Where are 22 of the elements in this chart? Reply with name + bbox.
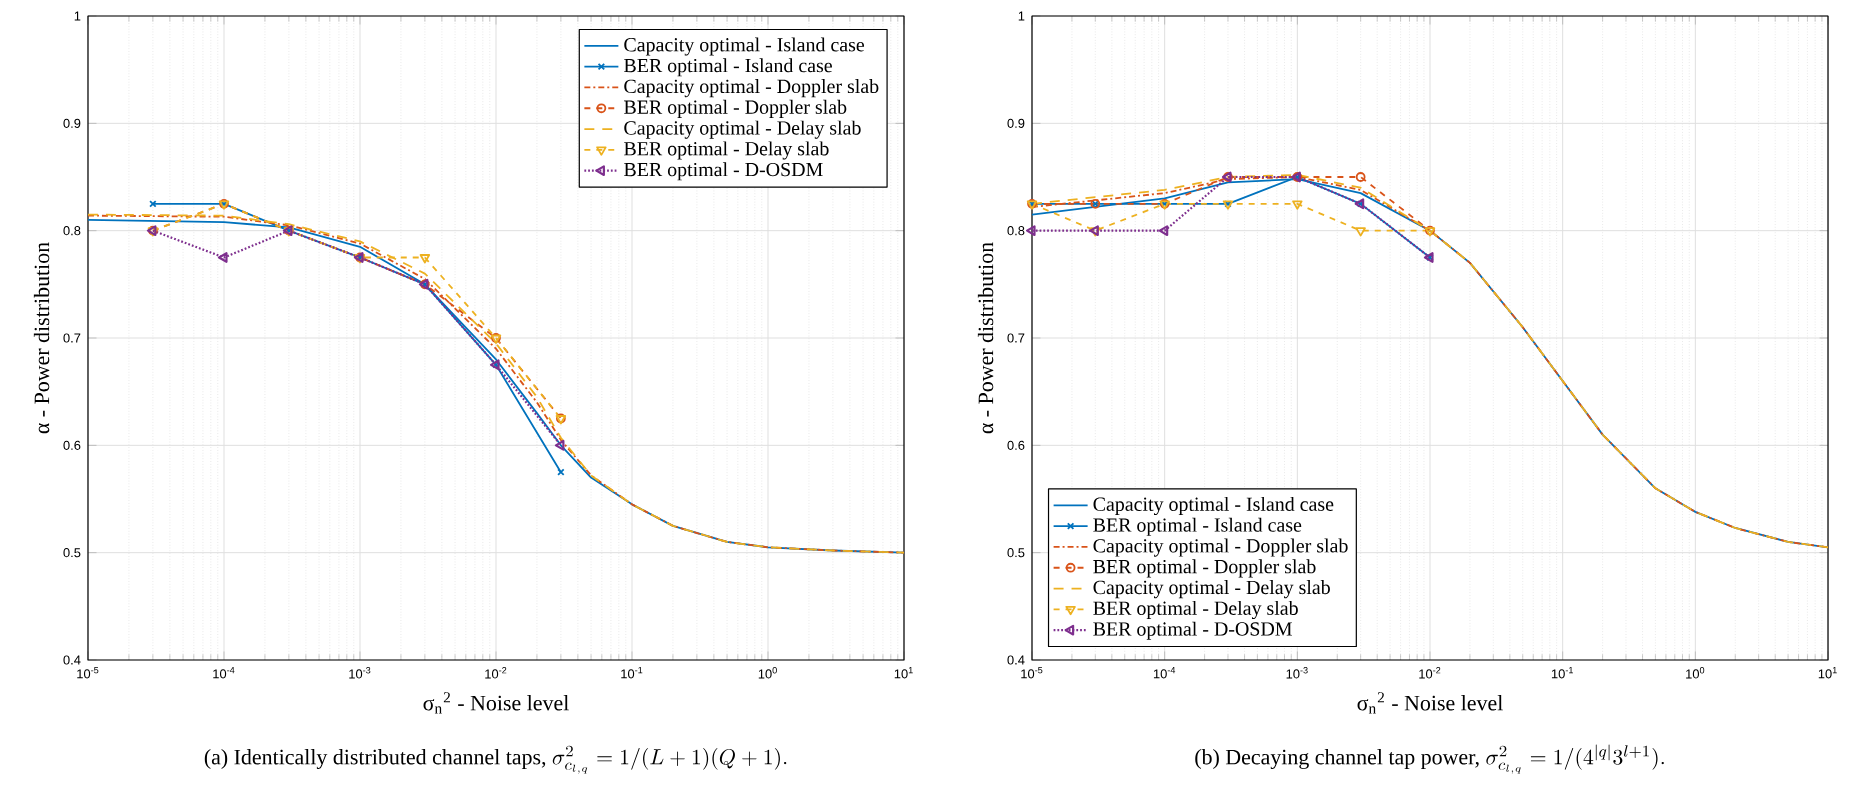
- legend-label: BER optimal - Delay slab: [1093, 600, 1298, 620]
- legend-label: BER optimal - Delay slab: [624, 141, 829, 160]
- text: (b) Decaying channel tap power,: [1195, 749, 1479, 769]
- legend-label: BER optimal - D-OSDM: [624, 162, 823, 181]
- x-axis-title: σ$_{n}$$^{2}$ - Noise level: [1357, 692, 1503, 714]
- y-axis-title: α - Power distribution: [33, 242, 50, 434]
- legend-label: Capacity optimal - Delay slab: [1093, 580, 1330, 599]
- legend-label: BER optimal - Doppler slab: [624, 99, 847, 118]
- legend-label: Capacity optimal - Island case: [624, 37, 865, 56]
- text: (a) Identically distributed channel taps,: [204, 749, 546, 769]
- legend-label: Capacity optimal - Island case: [1093, 496, 1334, 516]
- legend-label: BER optimal - Island case: [1093, 517, 1302, 536]
- legend-label: Capacity optimal - Delay slab: [624, 120, 861, 139]
- legend-label: Capacity optimal - Doppler slab: [1093, 538, 1348, 557]
- legend-label: BER optimal - Doppler slab: [1093, 559, 1316, 578]
- legend-label: Capacity optimal - Doppler slab: [624, 79, 879, 98]
- text: $\sigma^2_{c_{l,q}} = 1/(L+1)(Q+1).$: [552, 745, 787, 774]
- text: $\sigma^2_{c_{l,q}} = 1/(4^{|q|}3^{l+1}).$: [1486, 744, 1664, 774]
- x-axis-title: σ$_{n}$$^{2}$ - Noise level: [423, 692, 569, 714]
- y-axis-title: α - Power distribution: [977, 242, 994, 434]
- legend-label: BER optimal - Island case: [624, 58, 832, 77]
- legend-label: BER optimal - D-OSDM: [1093, 621, 1292, 640]
